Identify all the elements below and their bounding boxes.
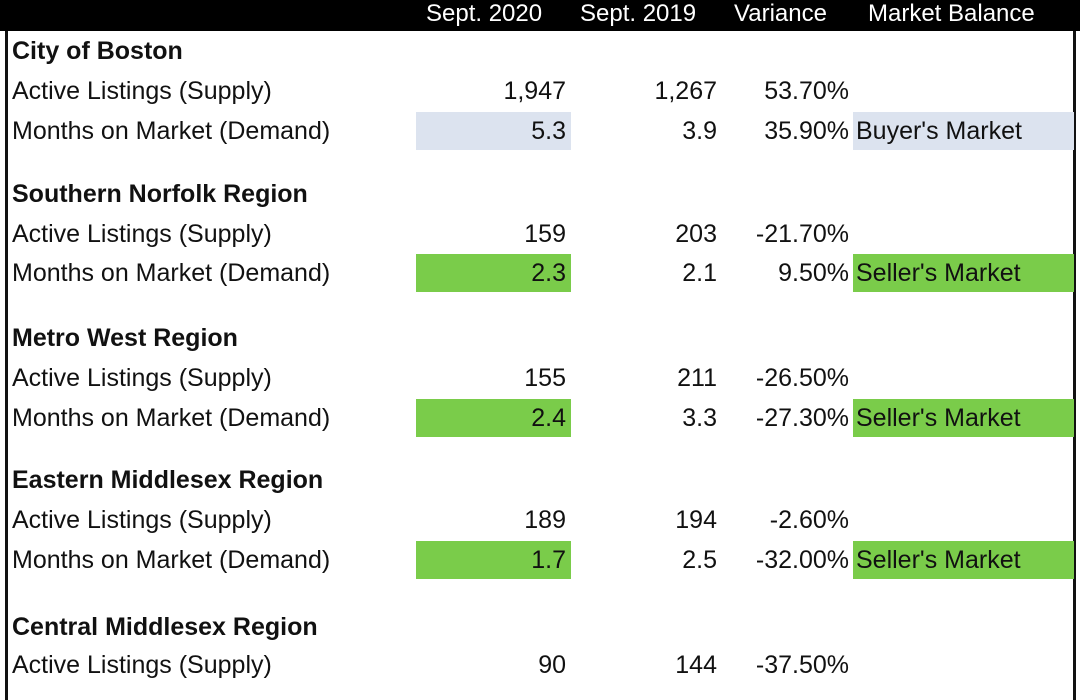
sept-2020-value: 2.3	[531, 259, 566, 287]
region-name: Southern Norfolk Region	[12, 180, 308, 208]
row-label: Months on Market (Demand)	[12, 404, 331, 432]
table-header: Sept. 2020 Sept. 2019 Variance Market Ba…	[0, 0, 1080, 31]
market-balance-badge: Seller's Market	[853, 254, 1074, 292]
sept-2020-value: 2.4	[531, 404, 566, 432]
variance-value: 35.90%	[764, 117, 849, 145]
sept-2020-value: 1,947	[503, 77, 566, 105]
sellers-highlight	[416, 541, 571, 579]
row-label: Active Listings (Supply)	[12, 364, 272, 392]
variance-value: -37.50%	[755, 651, 849, 679]
sellers-highlight	[416, 399, 571, 437]
market-balance-badge: Buyer's Market	[853, 112, 1074, 150]
spreadsheet-table	[5, 0, 1076, 700]
sept-2019-value: 2.1	[682, 259, 717, 287]
sept-2019-value: 3.3	[682, 404, 717, 432]
header-sept-2019: Sept. 2019	[580, 0, 697, 27]
sept-2019-value: 144	[675, 651, 717, 679]
row-label: Active Listings (Supply)	[12, 220, 272, 248]
row-label: Active Listings (Supply)	[12, 651, 272, 679]
sept-2019-value: 1,267	[654, 77, 717, 105]
row-label: Months on Market (Demand)	[12, 259, 331, 287]
sept-2019-value: 2.5	[682, 546, 717, 574]
header-sept-2020: Sept. 2020	[426, 0, 543, 27]
demand-row: Months on Market (Demand) 5.3 3.9 35.90%…	[0, 112, 1080, 150]
region-title-row: Eastern Middlesex Region	[0, 461, 1080, 499]
supply-row: Active Listings (Supply) 189 194 -2.60%	[0, 501, 1080, 539]
sept-2019-value: 194	[675, 506, 717, 534]
market-balance-badge: Seller's Market	[853, 399, 1074, 437]
region-name: City of Boston	[12, 37, 183, 65]
variance-value: -26.50%	[755, 364, 849, 392]
header-market-balance: Market Balance	[868, 0, 1035, 27]
variance-value: 53.70%	[764, 77, 849, 105]
sept-2020-value: 159	[524, 220, 566, 248]
sept-2020-value: 90	[538, 651, 566, 679]
variance-value: -32.00%	[755, 546, 849, 574]
buyers-highlight	[416, 112, 571, 150]
sept-2020-value: 155	[524, 364, 566, 392]
sept-2020-value: 5.3	[531, 117, 566, 145]
sept-2020-value: 1.7	[531, 546, 566, 574]
supply-row: Active Listings (Supply) 90 144 -37.50%	[0, 646, 1080, 684]
demand-row: Months on Market (Demand) 2.3 2.1 9.50% …	[0, 254, 1080, 292]
region-name: Central Middlesex Region	[12, 613, 318, 641]
region-title-row: City of Boston	[0, 32, 1080, 70]
supply-row: Active Listings (Supply) 1,947 1,267 53.…	[0, 72, 1080, 110]
region-title-row: Southern Norfolk Region	[0, 175, 1080, 213]
sept-2019-value: 211	[677, 364, 717, 392]
row-label: Months on Market (Demand)	[12, 117, 331, 145]
supply-row: Active Listings (Supply) 155 211 -26.50%	[0, 359, 1080, 397]
region-name: Metro West Region	[12, 324, 238, 352]
variance-value: -27.30%	[755, 404, 849, 432]
market-balance-badge: Seller's Market	[853, 541, 1074, 579]
row-label: Months on Market (Demand)	[12, 546, 331, 574]
sept-2020-value: 189	[524, 506, 566, 534]
row-label: Active Listings (Supply)	[12, 77, 272, 105]
variance-value: 9.50%	[778, 259, 849, 287]
region-title-row: Central Middlesex Region	[0, 608, 1080, 646]
demand-row: Months on Market (Demand) 2.4 3.3 -27.30…	[0, 399, 1080, 437]
header-variance: Variance	[734, 0, 827, 27]
variance-value: -21.70%	[755, 220, 849, 248]
sept-2019-value: 3.9	[682, 117, 717, 145]
demand-row: Months on Market (Demand) 1.7 2.5 -32.00…	[0, 541, 1080, 579]
sept-2019-value: 203	[675, 220, 717, 248]
row-label: Active Listings (Supply)	[12, 506, 272, 534]
sellers-highlight	[416, 254, 571, 292]
region-title-row: Metro West Region	[0, 319, 1080, 357]
region-name: Eastern Middlesex Region	[12, 466, 324, 494]
variance-value: -2.60%	[769, 506, 849, 534]
supply-row: Active Listings (Supply) 159 203 -21.70%	[0, 215, 1080, 253]
